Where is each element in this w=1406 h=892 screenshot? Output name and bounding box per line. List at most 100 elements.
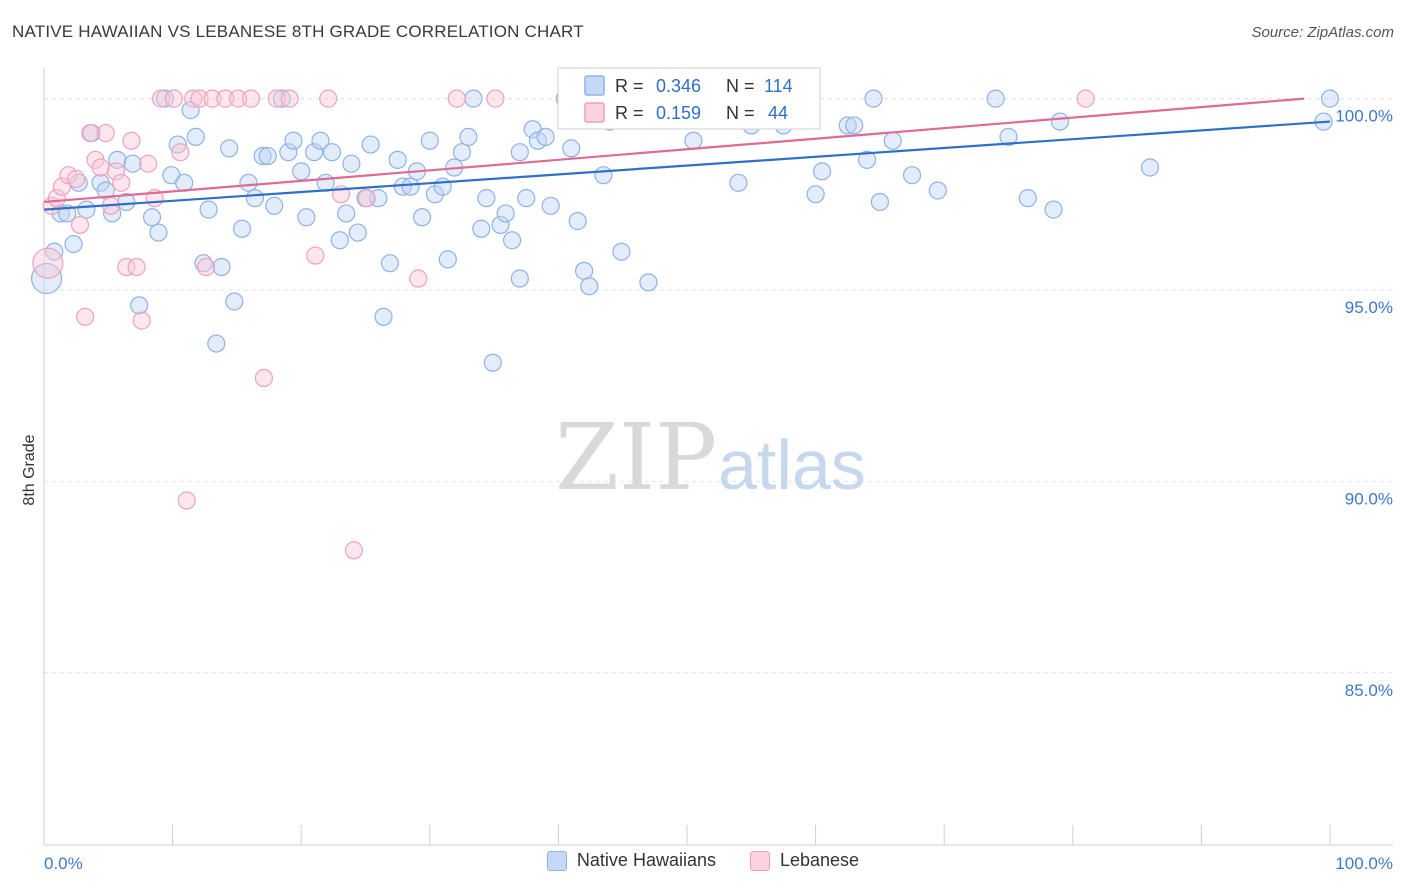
point-native-hawaiians [491,215,510,235]
point-native-hawaiians [374,307,393,326]
point-native-hawaiians [207,334,226,353]
point-lebanese [47,189,66,208]
point-lebanese [1076,89,1095,108]
point-native-hawaiians [322,143,342,162]
point-native-hawaiians [517,189,536,208]
point-lebanese [177,491,196,510]
point-native-hawaiians [401,177,420,196]
point-native-hawaiians [870,192,890,212]
point-native-hawaiians [472,219,491,238]
point-native-hawaiians [433,177,452,196]
point-lebanese [254,368,274,388]
point-native-hawaiians [337,204,356,223]
point-native-hawaiians [483,353,502,372]
watermark: ZIP atlas [555,404,866,511]
point-lebanese [96,123,115,143]
point-lebanese [357,189,376,208]
point-native-hawaiians [199,200,218,219]
point-lebanese [306,246,325,265]
point-native-hawaiians [388,150,407,169]
point-native-hawaiians [477,189,496,208]
point-native-hawaiians [438,250,457,269]
point-lebanese [117,257,136,277]
point-lebanese [127,257,146,277]
point-native-hawaiians [245,189,265,208]
point-native-hawaiians [279,143,298,162]
point-native-hawaiians [864,89,883,108]
point-native-hawaiians [1140,158,1160,177]
point-lebanese [151,89,171,108]
point-lebanese [409,269,428,288]
y-tick-label: 85.0% [1345,681,1393,700]
stats-n-value-pink: 44 [768,103,788,123]
point-native-hawaiians [77,200,96,219]
y-tick-label: 100.0% [1335,107,1393,126]
point-native-hawaiians [304,143,324,162]
legend-item-native-hawaiians: Native Hawaiians [546,850,716,871]
point-native-hawaiians [284,131,303,150]
point-lebanese [122,131,141,150]
point-lebanese [164,89,183,108]
watermark-atlas: atlas [718,426,866,504]
x-tick-label-max: 100.0% [1335,854,1393,873]
legend-item-lebanese: Lebanese [749,850,859,871]
point-native-hawaiians [348,223,367,242]
point-native-hawaiians [986,89,1005,108]
point-native-hawaiians [562,139,581,158]
stats-box: R = 0.346 N = 114 R = 0.159 N = 44 [557,67,821,130]
point-native-hawaiians [316,173,335,192]
point-native-hawaiians [580,277,599,296]
stats-r-label-blue: R = [615,76,644,96]
stats-r-label-pink: R = [615,103,644,123]
point-native-hawaiians [45,242,64,261]
stats-n-label-blue: N = [726,76,755,96]
point-native-hawaiians [117,192,136,212]
point-native-hawaiians [510,143,529,162]
point-lebanese [70,215,90,235]
point-native-hawaiians [292,162,311,181]
point-native-hawaiians [594,166,613,185]
stats-r-value-pink: 0.159 [656,103,701,123]
point-native-hawaiians [361,135,380,154]
point-native-hawaiians [330,231,349,250]
point-native-hawaiians [464,89,483,108]
point-lebanese [319,89,338,108]
point-lebanese [196,257,216,277]
axes: 85.0% 90.0% 95.0% 100.0% [43,68,1393,846]
stats-n-value-blue: 114 [764,76,793,96]
point-native-hawaiians [297,208,316,227]
point-native-hawaiians [311,131,330,150]
point-lebanese [171,143,190,162]
point-lebanese [106,162,126,181]
x-tick-label-min: 0.0% [44,854,83,873]
point-lebanese [52,177,72,196]
point-native-hawaiians [412,208,432,227]
point-lebanese [112,173,131,192]
point-native-hawaiians [175,173,194,192]
point-lebanese [486,89,505,108]
chart-title: NATIVE HAWAIIAN VS LEBANESE 8TH GRADE CO… [12,22,584,41]
legend: Native Hawaiians Lebanese [0,850,1406,871]
point-lebanese [344,541,364,560]
y-tick-label: 90.0% [1345,489,1393,508]
point-lebanese [139,154,158,173]
point-lebanese [216,89,235,108]
stats-n-label-pink: N = [726,103,755,123]
point-native-hawaiians [64,234,83,254]
point-native-hawaiians [639,273,658,292]
point-lebanese [76,307,95,326]
point-lebanese [190,89,209,108]
source-label: Source: ZipAtlas.com [1251,24,1394,41]
point-lebanese [280,89,299,108]
stats-swatch-blue [584,75,605,96]
point-native-hawaiians [806,185,825,204]
trend-lines [43,97,1331,211]
point-native-hawaiians [883,131,902,150]
point-native-hawaiians [142,208,162,227]
point-native-hawaiians [729,173,748,192]
point-native-hawaiians [1018,189,1037,208]
point-native-hawaiians [225,292,244,311]
point-native-hawaiians [258,146,277,166]
point-lebanese [229,89,248,108]
